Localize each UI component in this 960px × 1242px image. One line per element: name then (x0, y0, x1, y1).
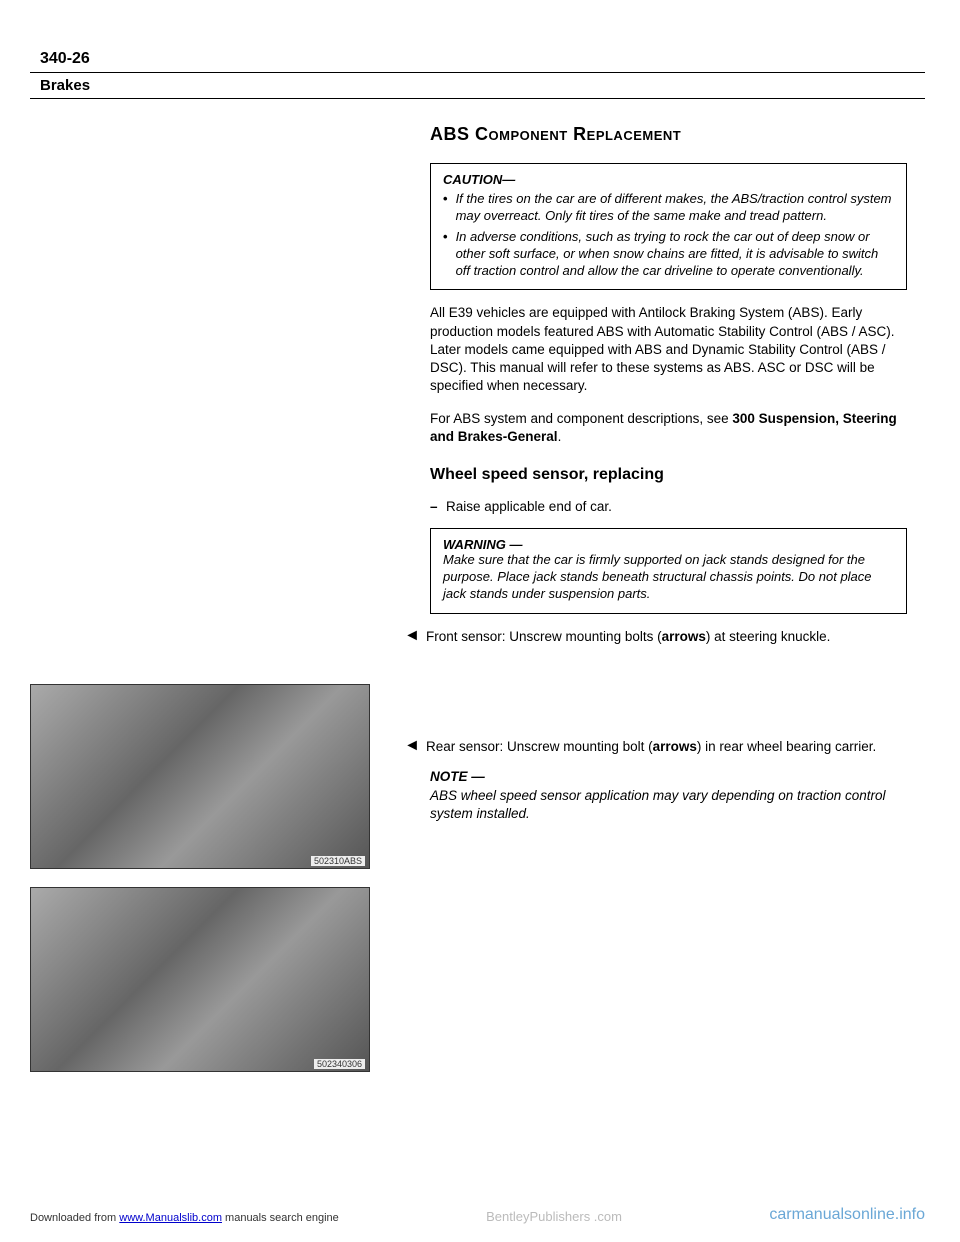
note-block: NOTE — ABS wheel speed sensor applicatio… (430, 768, 907, 823)
step-rear: ◄ Rear sensor: Unscrew mounting bolt (ar… (430, 738, 907, 756)
step-front-text: Front sensor: Unscrew mounting bolts (ar… (426, 628, 907, 646)
section-header: Brakes (30, 72, 925, 99)
p2-post: . (558, 429, 562, 444)
spacer (430, 658, 907, 738)
caution-box: CAUTION— If the tires on the car are of … (430, 163, 907, 290)
footer-link[interactable]: www.Manualslib.com (119, 1212, 222, 1224)
warning-text: Make sure that the car is firmly support… (443, 552, 894, 603)
warning-label: WARNING — (443, 537, 894, 552)
triangle-icon: ◄ (404, 738, 426, 754)
left-column: 502310ABS 502340306 (30, 124, 410, 1090)
caution-bullet-1: If the tires on the car are of different… (443, 191, 894, 225)
front-bold: arrows (662, 629, 706, 644)
caution-bullet-2: In adverse conditions, such as trying to… (443, 229, 894, 280)
footer-left-pre: Downloaded from (30, 1212, 119, 1224)
right-column: ABS Component Replacement CAUTION— If th… (430, 124, 925, 1090)
heading-main: Component Replacement (475, 124, 681, 144)
content-area: 502310ABS 502340306 ABS Component Replac… (30, 99, 925, 1090)
p2-pre: For ABS system and component description… (430, 411, 732, 426)
step-raise: – Raise applicable end of car. (430, 498, 907, 516)
rear-post: ) in rear wheel bearing carrier. (697, 739, 876, 754)
main-heading: ABS Component Replacement (430, 124, 907, 145)
rear-pre: Rear sensor: Unscrew mounting bolt ( (426, 739, 653, 754)
figure-label-2: 502340306 (314, 1059, 365, 1069)
heading-prefix: ABS (430, 124, 470, 144)
step-rear-text: Rear sensor: Unscrew mounting bolt (arro… (426, 738, 907, 756)
step-dash: – (430, 498, 446, 516)
rear-bold: arrows (653, 739, 697, 754)
page-number: 340-26 (30, 50, 925, 68)
footer-right-brand: carmanualsonline.info (769, 1206, 925, 1224)
footer-center-watermark: BentleyPublishers .com (339, 1209, 770, 1224)
triangle-icon: ◄ (404, 628, 426, 644)
figure-rear-sensor: 502340306 (30, 887, 370, 1072)
step-front: ◄ Front sensor: Unscrew mounting bolts (… (430, 628, 907, 646)
step-raise-text: Raise applicable end of car. (446, 498, 907, 516)
section-title: Brakes (40, 77, 90, 94)
page-footer: Downloaded from www.Manualslib.com manua… (30, 1206, 925, 1224)
note-text: ABS wheel speed sensor application may v… (430, 787, 907, 823)
intro-paragraph-1: All E39 vehicles are equipped with Antil… (430, 304, 907, 395)
front-pre: Front sensor: Unscrew mounting bolts ( (426, 629, 662, 644)
note-label: NOTE — (430, 768, 907, 786)
figure-label-1: 502310ABS (311, 856, 365, 866)
caution-label: CAUTION— (443, 172, 894, 187)
figure-front-sensor: 502310ABS (30, 684, 370, 869)
warning-box: WARNING — Make sure that the car is firm… (430, 528, 907, 614)
sub-heading: Wheel speed sensor, replacing (430, 466, 907, 484)
intro-paragraph-2: For ABS system and component description… (430, 410, 907, 446)
footer-left-post: manuals search engine (222, 1212, 339, 1224)
front-post: ) at steering knuckle. (706, 629, 831, 644)
footer-left: Downloaded from www.Manualslib.com manua… (30, 1212, 339, 1224)
